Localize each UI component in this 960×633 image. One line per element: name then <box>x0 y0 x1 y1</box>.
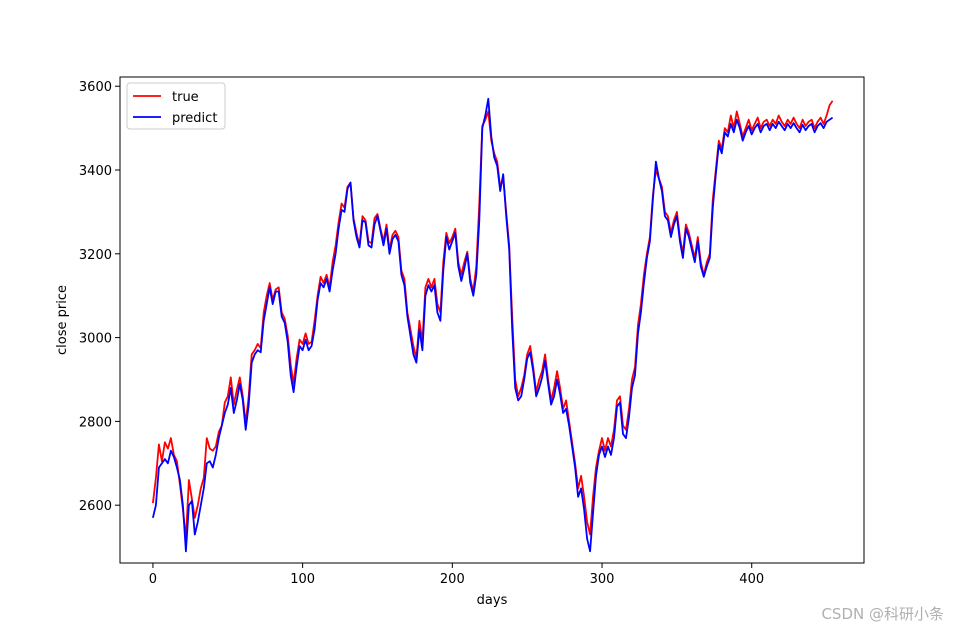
y-tick-label: 3200 <box>79 248 112 263</box>
x-tick-label: 300 <box>590 572 615 587</box>
y-tick-label: 3000 <box>79 332 112 347</box>
y-tick-label: 3600 <box>79 80 112 95</box>
watermark: CSDN @科研小条 <box>821 605 944 623</box>
axes-frame <box>119 76 865 564</box>
series-line-predict <box>152 97 834 553</box>
legend: true predict <box>126 82 226 130</box>
y-tick-label: 2800 <box>79 415 112 430</box>
x-axis-label: days <box>477 593 508 608</box>
y-axis-label: close price <box>55 285 70 355</box>
legend-label-predict: predict <box>172 111 217 126</box>
x-tick-label: 100 <box>290 572 315 587</box>
x-tick-label: 200 <box>440 572 465 587</box>
y-tick-label: 2600 <box>79 499 112 514</box>
x-axis: 0 100 200 300 400 <box>149 563 764 587</box>
plot-area <box>152 97 834 553</box>
y-tick-label: 3400 <box>79 164 112 179</box>
y-axis: 2600 2800 3000 3200 3400 3600 <box>79 80 120 514</box>
legend-label-true: true <box>172 90 199 105</box>
x-tick-label: 400 <box>739 572 764 587</box>
x-tick-label: 0 <box>149 572 157 587</box>
